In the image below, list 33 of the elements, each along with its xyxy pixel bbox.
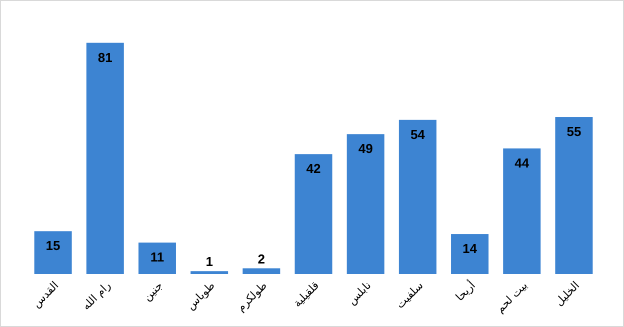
bar <box>242 268 280 274</box>
bar <box>294 154 332 274</box>
data-label: 49 <box>358 141 373 156</box>
bar <box>398 120 436 274</box>
bar <box>555 117 593 274</box>
data-label: 15 <box>46 238 60 254</box>
data-label: 81 <box>98 50 112 65</box>
data-label: 55 <box>566 124 582 140</box>
x-tick-label: جنين <box>140 278 166 304</box>
bar <box>34 231 72 274</box>
data-label: 54 <box>410 126 426 142</box>
bar <box>190 271 228 274</box>
bar <box>503 148 541 274</box>
bar <box>451 234 489 274</box>
data-label: 44 <box>514 155 530 170</box>
data-label: 2 <box>258 251 266 266</box>
data-label: 1 <box>206 254 213 270</box>
x-tick-label: القدس <box>30 278 62 310</box>
x-tick-label: سلفيت <box>394 278 426 312</box>
x-tick-label: الخليل <box>552 278 582 308</box>
bar <box>86 42 124 274</box>
x-tick-label: قلقيلية <box>290 278 322 310</box>
data-label: 11 <box>150 250 164 265</box>
data-label: 14 <box>462 241 478 256</box>
bar <box>138 242 176 274</box>
x-tick-label: أريحا <box>452 278 478 304</box>
x-tick-label: طولكرم <box>234 278 270 314</box>
x-tick-label: رام الله <box>80 278 114 313</box>
data-label: 42 <box>306 161 321 176</box>
bar <box>346 134 384 274</box>
x-tick-label: نابلس <box>345 278 374 308</box>
x-tick-label: طوباس <box>184 278 218 312</box>
x-tick-label: بيت لحم <box>494 278 530 316</box>
